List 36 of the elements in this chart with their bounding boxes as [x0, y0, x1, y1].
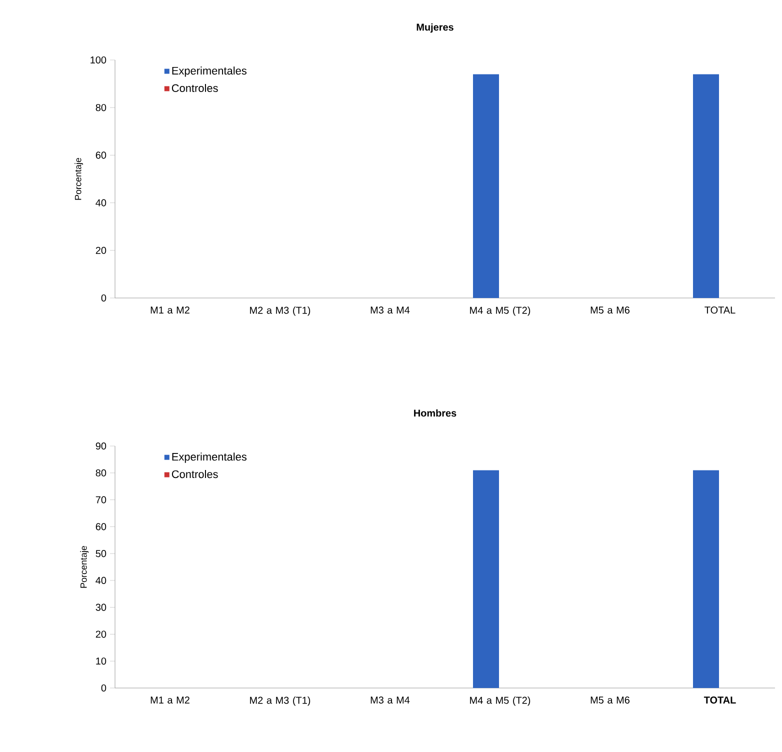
x-tick-label: M1 a M2 — [150, 696, 190, 704]
y-tick-label: 0 — [101, 294, 106, 302]
x-tick-label: M2 a M3 (T1) — [250, 696, 310, 706]
y-tick-label: 60 — [96, 152, 106, 159]
x-tick-label: M5 a M6 — [590, 696, 630, 704]
y-tick-label: 20 — [96, 630, 106, 638]
x-tick-label: TOTAL — [704, 306, 736, 314]
x-tick-label: M4 a M5 (T2) — [470, 306, 530, 316]
y-tick-label: 0 — [101, 684, 106, 692]
y-tick-label: 60 — [96, 523, 106, 530]
y-tick-label: 80 — [96, 469, 106, 476]
chart-title: Hombres — [414, 409, 456, 417]
legend-label: Controles — [172, 470, 218, 478]
y-tick-label: 70 — [96, 496, 106, 504]
x-tick-label: M3 a M4 — [370, 306, 410, 314]
y-tick-label: 20 — [96, 246, 106, 254]
y-tick-label: 50 — [96, 550, 106, 558]
x-tick-label: M1 a M2 — [150, 306, 190, 314]
y-tick-label: 80 — [96, 104, 106, 112]
legend-label: Controles — [172, 84, 218, 92]
chart-title: Mujeres — [416, 23, 454, 33]
y-tick-label: 40 — [96, 199, 106, 206]
y-axis-title: Porcentaje — [74, 158, 84, 200]
x-tick-label: TOTAL — [704, 696, 736, 704]
y-axis-title: Porcentaje — [80, 546, 89, 588]
x-tick-label: M2 a M3 (T1) — [250, 306, 310, 316]
y-tick-label: 40 — [96, 576, 106, 584]
x-tick-label: M4 a M5 (T2) — [470, 696, 530, 706]
legend-label: Experimentales — [172, 66, 246, 77]
y-tick-label: 100 — [90, 56, 106, 64]
x-tick-label: M3 a M4 — [370, 696, 410, 704]
y-tick-label: 10 — [96, 658, 106, 665]
y-tick-label: 30 — [96, 604, 106, 611]
y-tick-label: 90 — [96, 442, 106, 450]
legend-label: Experimentales — [172, 452, 247, 463]
x-tick-label: M5 a M6 — [590, 306, 630, 314]
